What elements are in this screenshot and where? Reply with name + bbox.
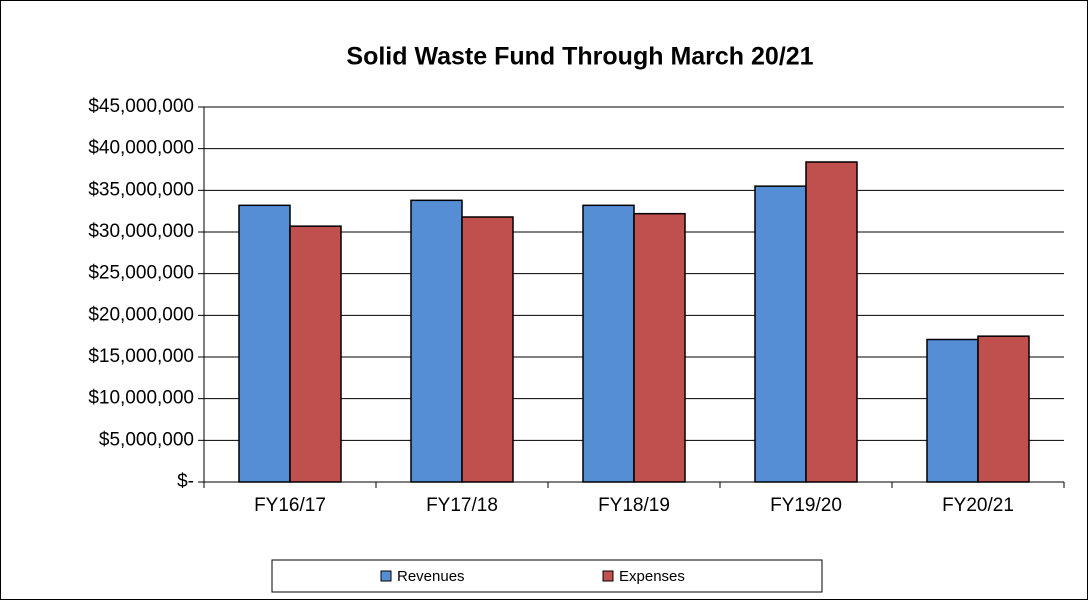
y-tick-label: $30,000,000 (88, 221, 194, 242)
y-tick-label: $45,000,000 (88, 96, 194, 117)
x-tick-label: FY18/19 (598, 495, 670, 516)
legend-text: Expenses (619, 568, 685, 585)
x-tick-label: FY19/20 (770, 495, 842, 516)
y-tick-label: $- (177, 471, 194, 492)
bar (977, 335, 1030, 483)
bar (410, 199, 463, 483)
bar (238, 204, 291, 483)
bar (805, 161, 858, 483)
x-tick-label: FY20/21 (942, 495, 1014, 516)
bar (926, 338, 979, 483)
bar (289, 225, 342, 483)
chart-title: Solid Waste Fund Through March 20/21 (346, 43, 813, 71)
y-tick-label: $10,000,000 (88, 388, 194, 409)
x-tick-label: FY17/18 (426, 495, 498, 516)
bar (582, 204, 635, 483)
x-tick-label: FY16/17 (254, 495, 326, 516)
legend-box (271, 559, 823, 593)
bar (754, 185, 807, 483)
y-tick-label: $40,000,000 (88, 138, 194, 159)
y-tick-label: $25,000,000 (88, 263, 194, 284)
y-tick-label: $5,000,000 (99, 429, 194, 450)
y-tick-label: $20,000,000 (88, 304, 194, 325)
legend-text: Revenues (397, 568, 465, 585)
legend-swatch (380, 570, 392, 582)
y-tick-label: $15,000,000 (88, 346, 194, 367)
legend-swatch (602, 570, 614, 582)
bar (461, 216, 514, 483)
bar (633, 212, 686, 483)
y-tick-label: $35,000,000 (88, 179, 194, 200)
